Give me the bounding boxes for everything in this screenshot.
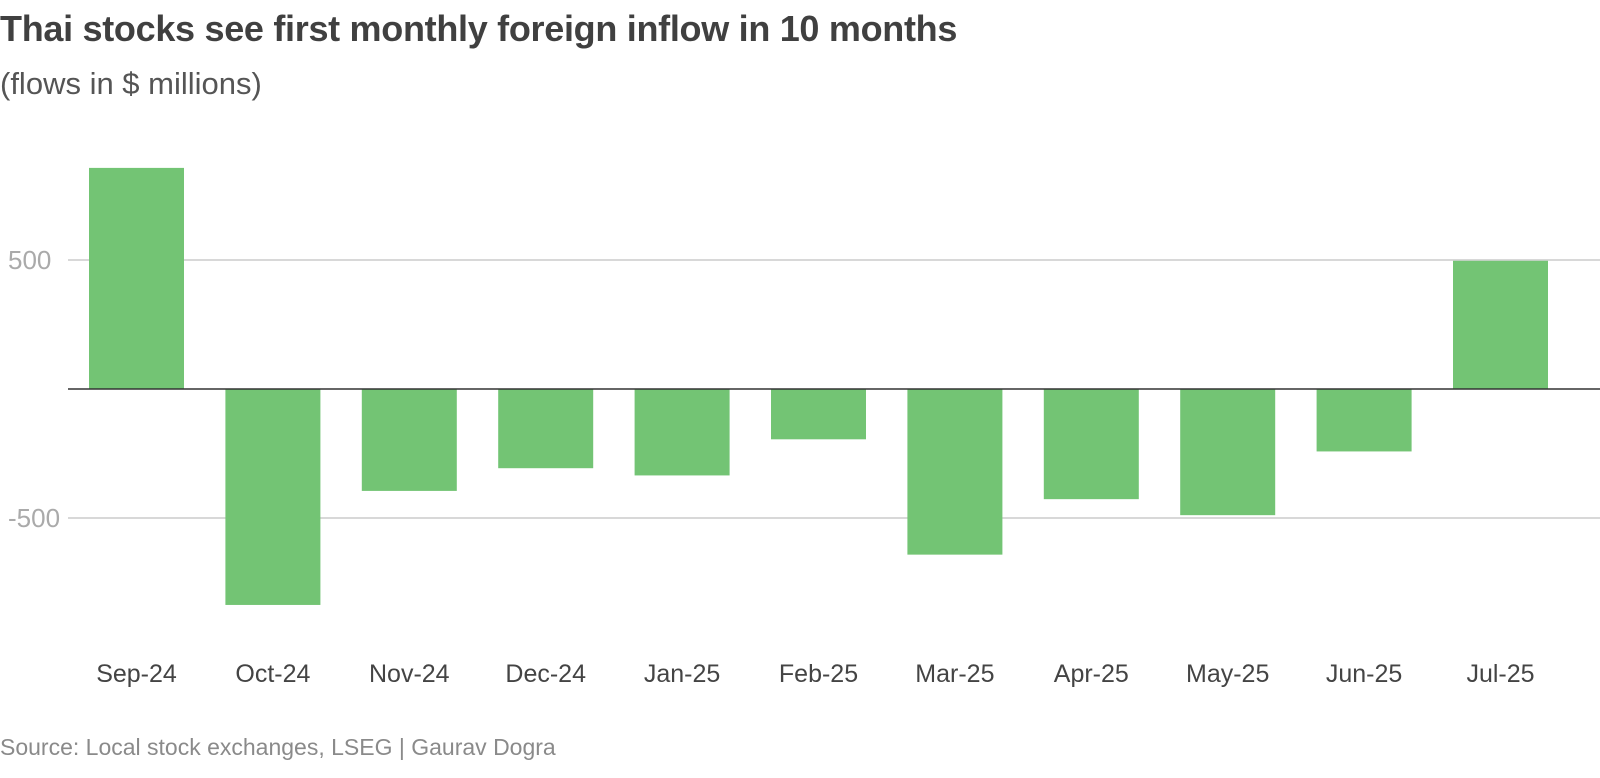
x-tick-label: Nov-24 <box>369 660 450 688</box>
chart-title: Thai stocks see first monthly foreign in… <box>0 8 958 49</box>
chart-subtitle: (flows in $ millions) <box>0 66 262 101</box>
bar-jan-25 <box>634 389 730 476</box>
x-tick-label: Jul-25 <box>1466 660 1534 688</box>
x-tick-label: Feb-25 <box>779 660 858 688</box>
x-tick-labels: Sep-24 Oct-24 Nov-24 Dec-24 Jan-25 Feb-25 Mar-… <box>96 660 1534 688</box>
y-tick-label: -500 <box>8 503 60 533</box>
x-tick-label: Apr-25 <box>1054 660 1129 688</box>
bar-feb-25 <box>771 389 866 440</box>
x-tick-label: May-25 <box>1186 660 1269 688</box>
x-tick-label: Oct-24 <box>235 660 310 688</box>
bar-jun-25 <box>1316 389 1412 452</box>
gridlines <box>68 259 1600 519</box>
bars <box>89 167 1548 605</box>
bar-dec-24 <box>498 389 594 469</box>
y-tick-label: 500 <box>8 245 51 275</box>
x-tick-label: Jun-25 <box>1326 660 1402 688</box>
bar-jul-25 <box>1453 260 1548 389</box>
bar-mar-25 <box>907 389 1003 555</box>
x-tick-label: Dec-24 <box>505 660 586 688</box>
x-tick-label: Mar-25 <box>915 660 994 688</box>
y-tick-labels: 500 -500 <box>8 245 60 533</box>
x-tick-label: Sep-24 <box>96 660 177 688</box>
x-tick-label: Jan-25 <box>644 660 720 688</box>
bar-apr-25 <box>1043 389 1139 500</box>
bar-may-25 <box>1180 389 1276 516</box>
bar-nov-24 <box>361 389 457 491</box>
bar-sep-24 <box>89 167 184 389</box>
source-note: Source: Local stock exchanges, LSEG | Ga… <box>0 734 556 760</box>
bar-oct-24 <box>225 389 321 605</box>
